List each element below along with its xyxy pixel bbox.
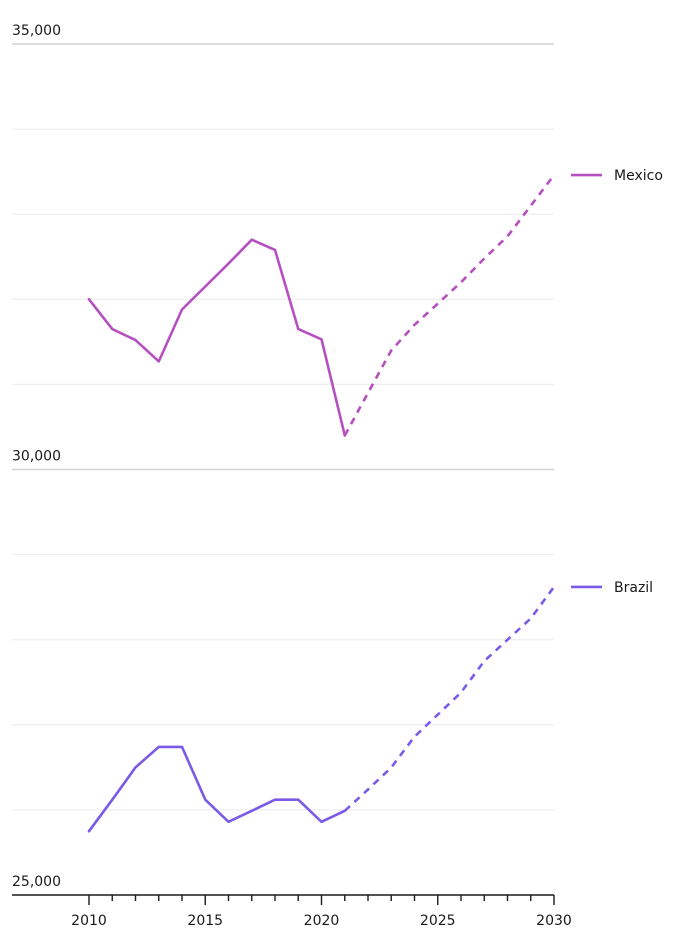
x-tick-label: 2015 bbox=[187, 913, 223, 929]
brazil-actual-line bbox=[87, 745, 347, 833]
legend: Mexico Brazil bbox=[571, 168, 663, 596]
mexico-legend-label: Mexico bbox=[614, 168, 663, 184]
x-axis: 2010 2015 2020 2025 2030 bbox=[12, 894, 572, 929]
y-axis-labels: 25,000 30,000 35,000 bbox=[12, 23, 61, 890]
brazil-legend-label: Brazil bbox=[614, 580, 653, 596]
brazil-forecast-line bbox=[343, 586, 556, 812]
y-tick-label: 25,000 bbox=[12, 874, 61, 890]
x-tick-label: 2010 bbox=[71, 913, 107, 929]
mexico-actual-line bbox=[87, 238, 347, 437]
x-tick-label: 2030 bbox=[536, 913, 572, 929]
series-lines bbox=[87, 174, 556, 833]
gridlines bbox=[12, 43, 554, 811]
y-tick-label: 35,000 bbox=[12, 23, 61, 39]
x-tick-label: 2020 bbox=[304, 913, 340, 929]
mexico-forecast-line bbox=[343, 174, 556, 437]
x-tick-label: 2025 bbox=[420, 913, 456, 929]
y-tick-label: 30,000 bbox=[12, 449, 61, 465]
